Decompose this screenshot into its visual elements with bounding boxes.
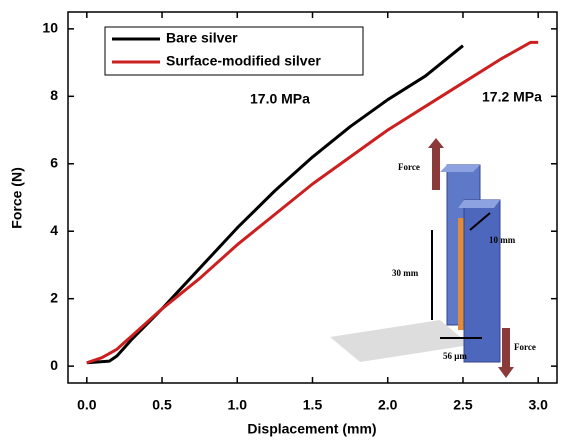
x-tick-label: 2.5 [453, 397, 473, 413]
data-line [86, 44, 464, 365]
inset-label: 10 mm [489, 235, 516, 245]
y-tick-label: 2 [50, 289, 58, 305]
force-arrow [498, 367, 514, 378]
y-tick-label: 0 [50, 357, 58, 373]
annotation: 17.2 MPa [482, 89, 542, 105]
inset-label: Force [398, 162, 420, 172]
inset-label: 30 mm [392, 268, 419, 278]
annotation: 17.0 MPa [250, 91, 310, 107]
dimension-arrow [469, 212, 491, 231]
inset-adhesive [458, 218, 464, 330]
x-tick-label: 1.5 [303, 397, 323, 413]
inset-diagram: Force Force 30 mm 10 mm 56 μm [330, 138, 536, 378]
legend-label: Bare silver [166, 30, 238, 46]
y-tick-label: 4 [50, 222, 58, 238]
y-tick-label: 10 [42, 20, 58, 36]
inset-shadow [330, 320, 470, 362]
x-tick-label: 1.0 [228, 397, 248, 413]
inset-plate-top [440, 165, 480, 172]
legend [104, 26, 364, 76]
force-arrow [502, 328, 510, 370]
y-tick-label: 6 [50, 154, 58, 170]
x-tick-label: 0.0 [77, 397, 97, 413]
inset-label: 56 μm [443, 351, 467, 361]
inset-label: Force [514, 342, 536, 352]
data-line [86, 40, 539, 365]
force-arrow [428, 138, 444, 148]
x-tick-label: 0.5 [152, 397, 172, 413]
y-tick-label: 8 [50, 87, 58, 103]
legend-label: Surface-modified silver [166, 53, 321, 69]
x-axis-label: Displacement (mm) [247, 421, 376, 437]
inset-plate-top [458, 200, 500, 208]
x-tick-label: 3.0 [528, 397, 548, 413]
y-axis-label: Force (N) [9, 167, 25, 228]
x-tick-label: 2.0 [378, 397, 398, 413]
force-arrow [432, 145, 440, 190]
